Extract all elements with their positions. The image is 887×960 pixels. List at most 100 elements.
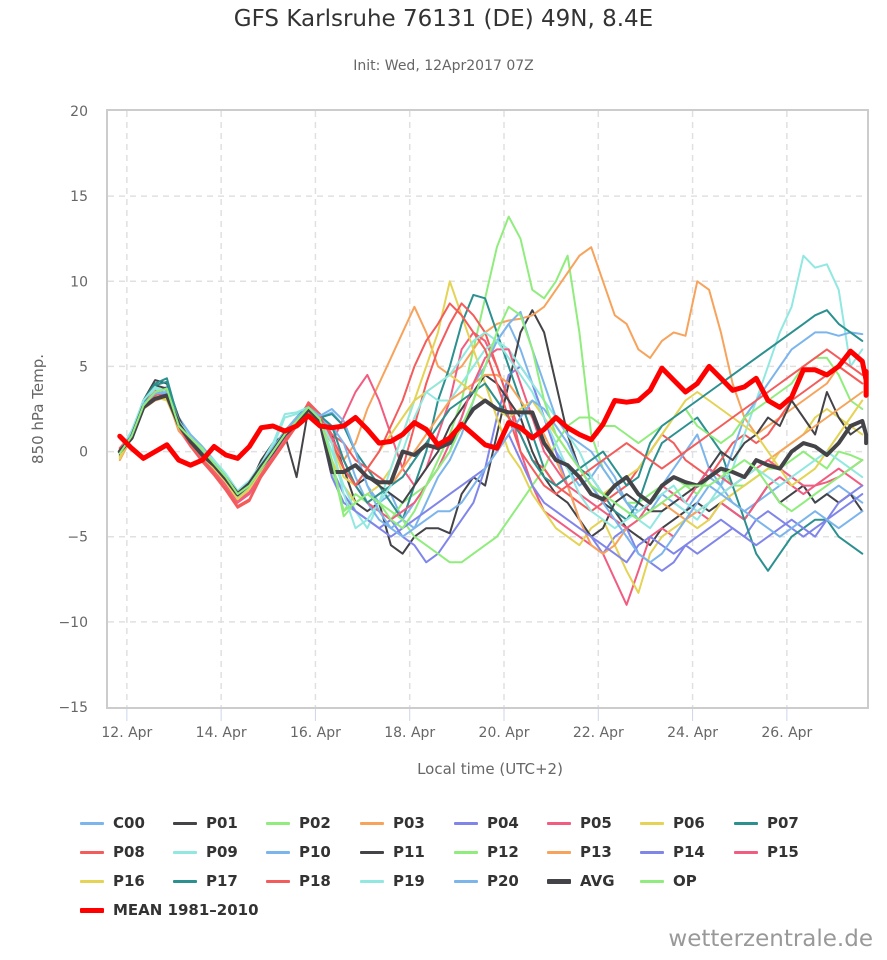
series-line-p12	[118, 356, 864, 564]
legend-item-p16[interactable]: P16	[80, 870, 145, 892]
legend-label: P18	[299, 872, 331, 890]
legend-item-p10[interactable]: P10	[266, 841, 331, 863]
legend-item-mean-1981-2010[interactable]: MEAN 1981–2010	[80, 899, 259, 921]
legend-item-p04[interactable]: P04	[454, 812, 519, 834]
legend-item-p03[interactable]: P03	[360, 812, 425, 834]
legend-swatch	[80, 907, 104, 913]
y-tick-label: 5	[79, 359, 88, 375]
source-credit: wetterzentrale.de	[668, 926, 873, 952]
series-line-op	[118, 305, 864, 530]
legend-swatch	[80, 821, 104, 825]
legend-item-p15[interactable]: P15	[734, 841, 799, 863]
legend-swatch	[266, 879, 290, 883]
legend-swatch	[734, 850, 758, 854]
x-tick-label: 16. Apr	[290, 725, 341, 741]
legend-item-p01[interactable]: P01	[173, 812, 238, 834]
legend-item-p14[interactable]: P14	[640, 841, 705, 863]
legend-label: P11	[393, 843, 425, 861]
legend-item-p11[interactable]: P11	[360, 841, 425, 863]
legend-label: P13	[580, 843, 612, 861]
grid	[108, 111, 867, 707]
legend-label: P15	[767, 843, 799, 861]
legend-label: P17	[206, 872, 238, 890]
legend-swatch	[547, 878, 571, 884]
plot-area-frame	[106, 109, 869, 709]
chart-title: GFS Karlsruhe 76131 (DE) 49N, 8.4E	[233, 6, 654, 32]
legend-label: P19	[393, 872, 425, 890]
legend-label: P06	[673, 814, 705, 832]
x-axis-title: Local time (UTC+2)	[417, 760, 563, 778]
legend-label: C00	[113, 814, 145, 832]
x-tick-label: 22. Apr	[573, 725, 624, 741]
legend-label: P20	[487, 872, 519, 890]
legend-item-p19[interactable]: P19	[360, 870, 425, 892]
legend-swatch	[173, 879, 197, 883]
series-layer	[117, 215, 869, 606]
legend-swatch	[640, 821, 664, 825]
chart-subtitle: Init: Wed, 12Apr2017 07Z	[353, 58, 534, 74]
x-tick-label: 12. Apr	[101, 725, 152, 741]
legend-label: P10	[299, 843, 331, 861]
legend-label: P12	[487, 843, 519, 861]
legend-swatch	[80, 879, 104, 883]
legend-swatch	[80, 850, 104, 854]
legend-swatch	[173, 850, 197, 854]
legend-label: P02	[299, 814, 331, 832]
legend-label: P01	[206, 814, 238, 832]
legend-item-p07[interactable]: P07	[734, 812, 799, 834]
legend-item-p08[interactable]: P08	[80, 841, 145, 863]
legend-item-p09[interactable]: P09	[173, 841, 238, 863]
legend-swatch	[173, 821, 197, 825]
y-tick-label: 0	[79, 445, 88, 461]
legend-item-avg[interactable]: AVG	[547, 870, 615, 892]
y-tick-label: 15	[70, 189, 88, 205]
legend-swatch	[547, 821, 571, 825]
legend-swatch	[266, 850, 290, 854]
legend-label: AVG	[580, 872, 615, 890]
legend-swatch	[640, 879, 664, 883]
legend-item-p13[interactable]: P13	[547, 841, 612, 863]
legend-label: P05	[580, 814, 612, 832]
legend-label: P04	[487, 814, 519, 832]
x-axis: 12. Apr 14. Apr 16. Apr 18. Apr 20. Apr 22. A…	[101, 709, 813, 741]
legend-label: P09	[206, 843, 238, 861]
legend-label: P14	[673, 843, 705, 861]
x-tick-label: 24. Apr	[667, 725, 718, 741]
legend-item-c00[interactable]: C00	[80, 812, 145, 834]
legend-item-p20[interactable]: P20	[454, 870, 519, 892]
legend-item-op[interactable]: OP	[640, 870, 697, 892]
x-tick-label: 14. Apr	[196, 725, 247, 741]
legend-item-p12[interactable]: P12	[454, 841, 519, 863]
x-tick-label: 20. Apr	[479, 725, 530, 741]
legend-label: P16	[113, 872, 145, 890]
legend-item-p05[interactable]: P05	[547, 812, 612, 834]
legend-item-p17[interactable]: P17	[173, 870, 238, 892]
y-tick-label: −10	[58, 615, 88, 631]
legend-label: P03	[393, 814, 425, 832]
legend-swatch	[547, 850, 571, 854]
y-axis: −15 −10 −5 0 5 10 15 20	[58, 104, 88, 716]
y-tick-label: −15	[58, 700, 88, 716]
y-axis-title: 850 hPa Temp.	[29, 354, 47, 464]
legend-item-p06[interactable]: P06	[640, 812, 705, 834]
legend-label: P08	[113, 843, 145, 861]
series-line-p18	[118, 302, 864, 509]
legend-swatch	[454, 850, 478, 854]
x-tick-label: 18. Apr	[384, 725, 435, 741]
legend-swatch	[454, 821, 478, 825]
y-tick-label: 10	[70, 274, 88, 290]
legend-item-p02[interactable]: P02	[266, 812, 331, 834]
legend-label: OP	[673, 872, 697, 890]
legend-swatch	[360, 850, 384, 854]
legend-swatch	[734, 821, 758, 825]
legend-swatch	[454, 879, 478, 883]
series-line-mean-1981-2010	[117, 348, 869, 468]
y-tick-label: −5	[67, 530, 88, 546]
legend-swatch	[266, 821, 290, 825]
legend-swatch	[640, 850, 664, 854]
legend-label: P07	[767, 814, 799, 832]
x-tick-label: 26. Apr	[761, 725, 812, 741]
y-tick-label: 20	[70, 104, 88, 120]
legend-item-p18[interactable]: P18	[266, 870, 331, 892]
